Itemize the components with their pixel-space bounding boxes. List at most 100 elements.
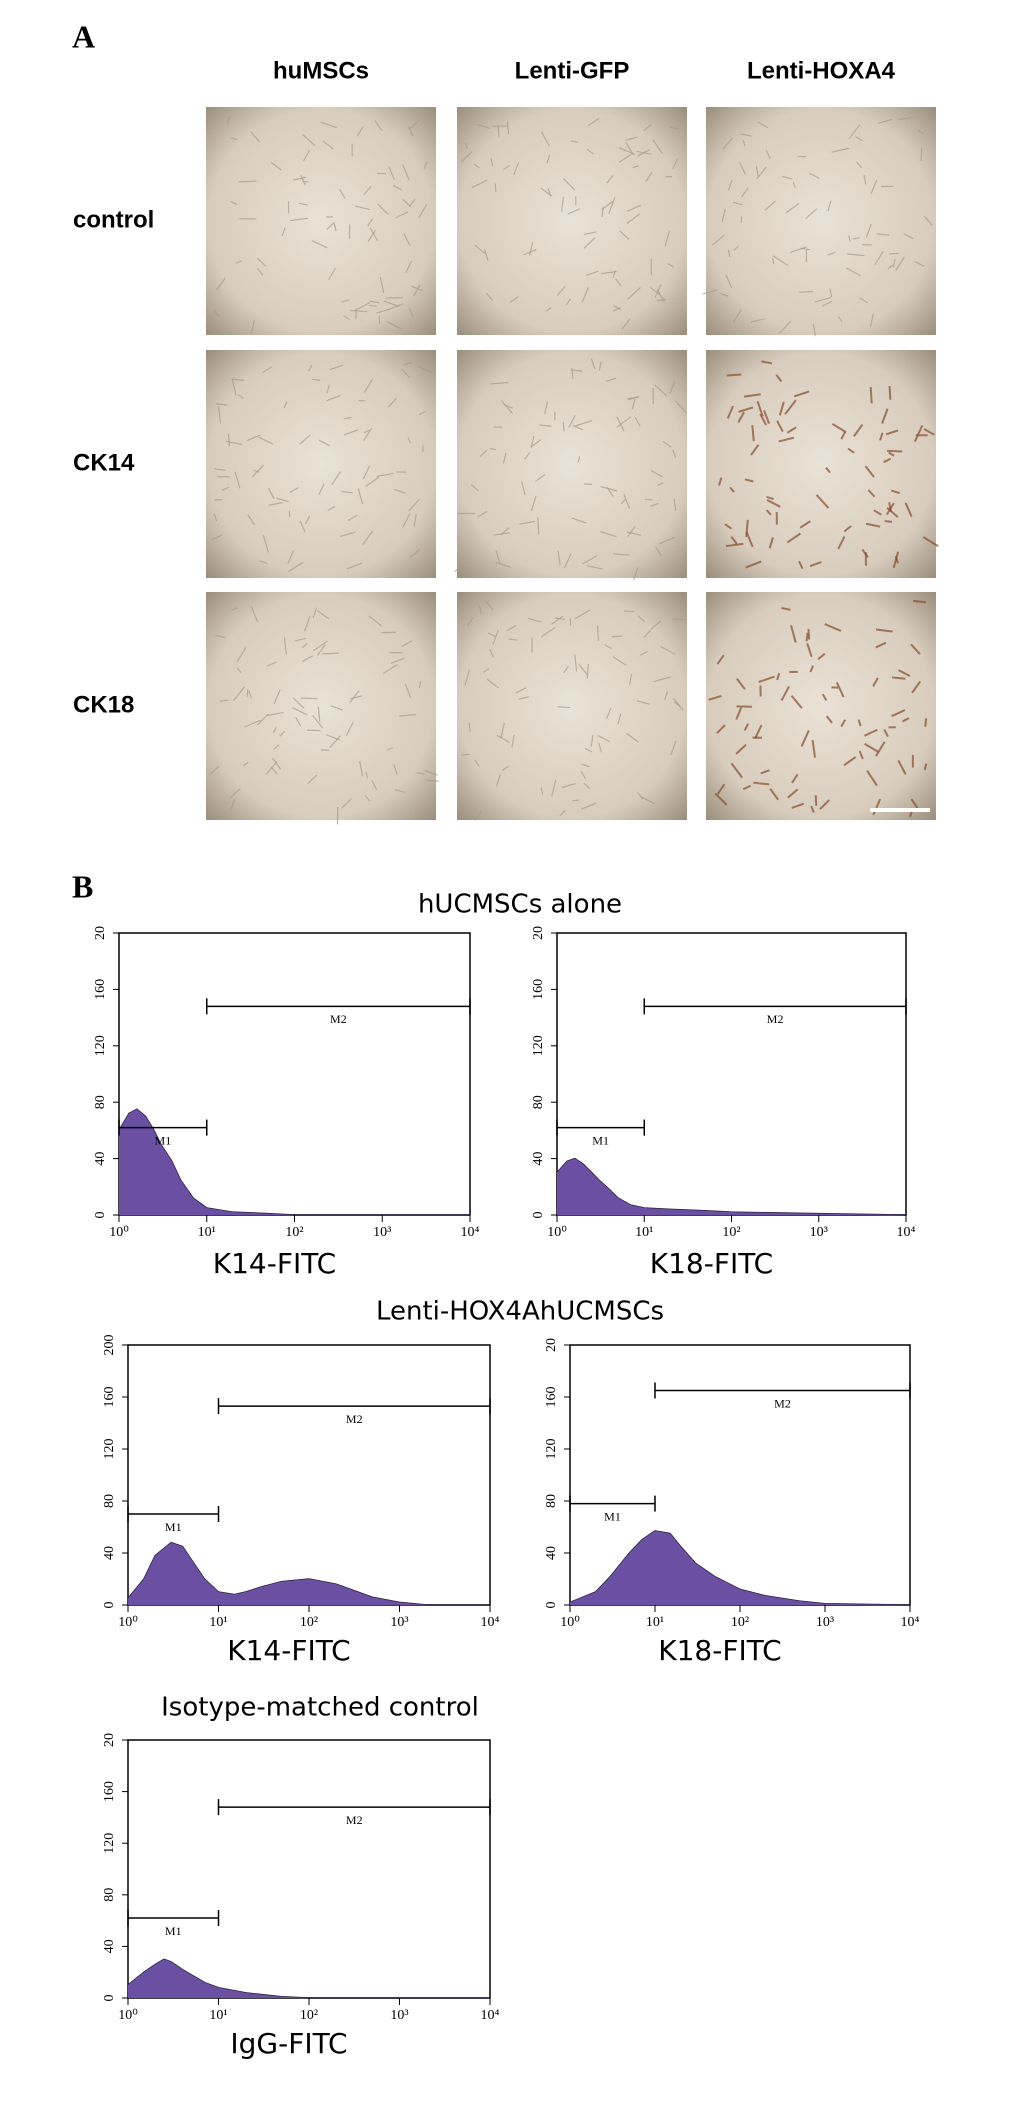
cell [497, 126, 500, 137]
cell [248, 690, 252, 699]
cell [920, 147, 923, 162]
cell [333, 222, 337, 232]
cell [923, 428, 935, 436]
cell [379, 276, 385, 294]
cell [765, 149, 771, 160]
cell [362, 530, 373, 545]
cell [897, 759, 907, 775]
cell [744, 478, 754, 483]
cell [495, 561, 511, 568]
gate-label: M2 [346, 1412, 363, 1426]
cell [477, 510, 488, 518]
cell [586, 148, 594, 155]
cell [876, 233, 890, 236]
cell [312, 607, 318, 619]
cell [620, 498, 626, 505]
cell [792, 181, 796, 188]
cell [328, 267, 336, 281]
cell [583, 237, 596, 249]
cell [262, 535, 269, 553]
cell [825, 715, 833, 724]
micrograph [206, 592, 436, 820]
cell [244, 719, 261, 728]
cell [590, 734, 594, 747]
cell [495, 774, 501, 787]
cell [343, 429, 359, 436]
x-tick-label: 10⁴ [481, 1615, 500, 1630]
histogram-fill [128, 1959, 490, 1998]
cell [502, 452, 507, 464]
cell [230, 799, 236, 810]
gate-label: M1 [592, 1133, 609, 1147]
cell [508, 638, 518, 641]
cell [537, 517, 540, 535]
cell [307, 729, 321, 732]
cell [213, 309, 220, 318]
cell [649, 286, 661, 296]
cell [586, 565, 603, 570]
cell [317, 706, 321, 722]
cell [268, 502, 283, 506]
cell [786, 532, 802, 544]
cell [329, 364, 344, 371]
cell [423, 161, 428, 169]
cell [892, 551, 900, 569]
cell [831, 423, 847, 434]
x-axis-label: K18-FITC [650, 1247, 773, 1280]
cell [524, 452, 531, 460]
cell [403, 361, 413, 366]
cell [814, 795, 818, 806]
cell [343, 416, 352, 420]
column-header: huMSCs [273, 57, 369, 84]
cell [376, 308, 391, 314]
cell [343, 315, 351, 321]
x-tick-label: 10² [731, 1615, 749, 1630]
cell [887, 264, 894, 270]
cell [807, 628, 811, 640]
cell [652, 139, 663, 154]
cell [402, 198, 412, 208]
cell [473, 163, 480, 169]
cell [637, 149, 651, 157]
cell [655, 546, 662, 557]
cell [745, 560, 762, 569]
x-tick-label: 10⁰ [109, 1225, 129, 1240]
panel-label: A [72, 18, 95, 54]
cell [737, 411, 745, 424]
cell [293, 176, 306, 181]
cell [811, 739, 816, 758]
cell [250, 131, 260, 143]
cell [600, 531, 617, 538]
cell [829, 288, 833, 298]
cell [754, 724, 763, 740]
cell [494, 183, 497, 193]
cell [273, 744, 280, 750]
cell [327, 505, 336, 512]
cell [755, 166, 759, 178]
cell [612, 304, 621, 311]
cell [873, 509, 882, 516]
cell [541, 131, 550, 147]
cell [766, 509, 772, 516]
cell [231, 137, 238, 141]
cell [474, 810, 483, 821]
cell [864, 465, 875, 478]
cell [590, 358, 596, 370]
cell [581, 286, 590, 303]
cell [318, 483, 325, 495]
cell [751, 425, 755, 442]
cell [545, 307, 552, 312]
cell [409, 549, 420, 558]
cell [735, 707, 743, 720]
x-tick-label: 10² [722, 1225, 740, 1240]
cell [722, 137, 733, 150]
cell [519, 520, 536, 525]
x-tick-label: 10¹ [209, 1615, 227, 1630]
cell [778, 436, 795, 443]
cell [364, 795, 371, 802]
cell [787, 788, 799, 799]
cell [741, 187, 749, 198]
cell [413, 514, 417, 528]
cell [800, 247, 810, 251]
cell [417, 365, 433, 374]
